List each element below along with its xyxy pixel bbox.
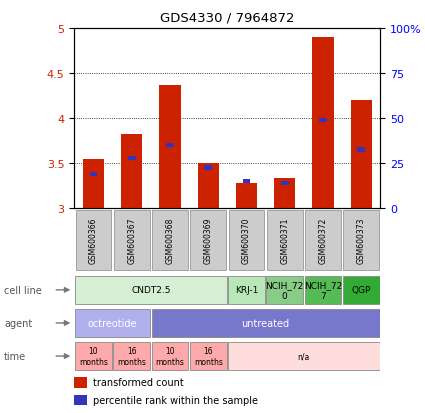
Text: 10
months: 10 months	[79, 347, 108, 366]
Bar	[190, 342, 227, 370]
Text: GSM600369: GSM600369	[204, 217, 213, 264]
Text: CNDT2.5: CNDT2.5	[131, 286, 170, 294]
Bar	[166, 144, 174, 148]
Bar	[267, 211, 303, 271]
Text: NCIH_72
0: NCIH_72 0	[266, 280, 304, 300]
Bar	[343, 211, 379, 271]
Bar	[90, 172, 97, 176]
Bar	[351, 101, 372, 209]
Text: GSM600366: GSM600366	[89, 217, 98, 264]
Text: cell line: cell line	[4, 285, 42, 295]
Bar	[266, 276, 303, 304]
Bar	[75, 276, 227, 304]
Bar	[229, 211, 264, 271]
Text: GSM600370: GSM600370	[242, 217, 251, 264]
Text: 16
months: 16 months	[194, 347, 223, 366]
Bar	[305, 276, 341, 304]
Bar	[75, 309, 150, 337]
Text: percentile rank within the sample: percentile rank within the sample	[93, 395, 258, 405]
Bar	[75, 342, 112, 370]
Bar	[83, 159, 104, 209]
Bar	[76, 211, 111, 271]
Bar	[319, 119, 327, 123]
Bar	[114, 211, 150, 271]
Text: GSM600371: GSM600371	[280, 217, 289, 264]
Text: 16
months: 16 months	[117, 347, 146, 366]
Bar	[274, 179, 295, 209]
Bar	[243, 180, 250, 184]
Bar	[152, 342, 188, 370]
Bar	[74, 395, 87, 406]
Text: agent: agent	[4, 318, 32, 328]
Text: untreated: untreated	[241, 318, 290, 328]
Text: 10
months: 10 months	[156, 347, 184, 366]
Text: NCIH_72
7: NCIH_72 7	[304, 280, 342, 300]
Text: GDS4330 / 7964872: GDS4330 / 7964872	[160, 12, 295, 25]
Bar	[121, 135, 142, 209]
Bar	[312, 38, 334, 209]
Text: time: time	[4, 351, 26, 361]
Bar	[113, 342, 150, 370]
Bar	[152, 309, 380, 337]
Bar	[357, 148, 365, 152]
Text: n/a: n/a	[298, 352, 310, 361]
Bar	[281, 181, 289, 185]
Text: GSM600367: GSM600367	[127, 217, 136, 264]
Bar	[228, 342, 380, 370]
Text: GSM600372: GSM600372	[318, 217, 328, 264]
Bar	[236, 183, 257, 209]
Bar	[305, 211, 341, 271]
Bar	[128, 156, 136, 160]
Bar	[343, 276, 380, 304]
Bar	[159, 85, 181, 209]
Text: GSM600373: GSM600373	[357, 217, 366, 264]
Text: octreotide: octreotide	[88, 318, 137, 328]
Bar	[190, 211, 226, 271]
Text: GSM600368: GSM600368	[165, 217, 175, 264]
Bar	[204, 166, 212, 170]
Text: transformed count: transformed count	[93, 377, 184, 387]
Text: QGP: QGP	[351, 286, 371, 294]
Bar	[198, 164, 219, 209]
Bar	[152, 211, 188, 271]
Text: KRJ-1: KRJ-1	[235, 286, 258, 294]
Bar	[74, 377, 87, 388]
Bar	[228, 276, 265, 304]
